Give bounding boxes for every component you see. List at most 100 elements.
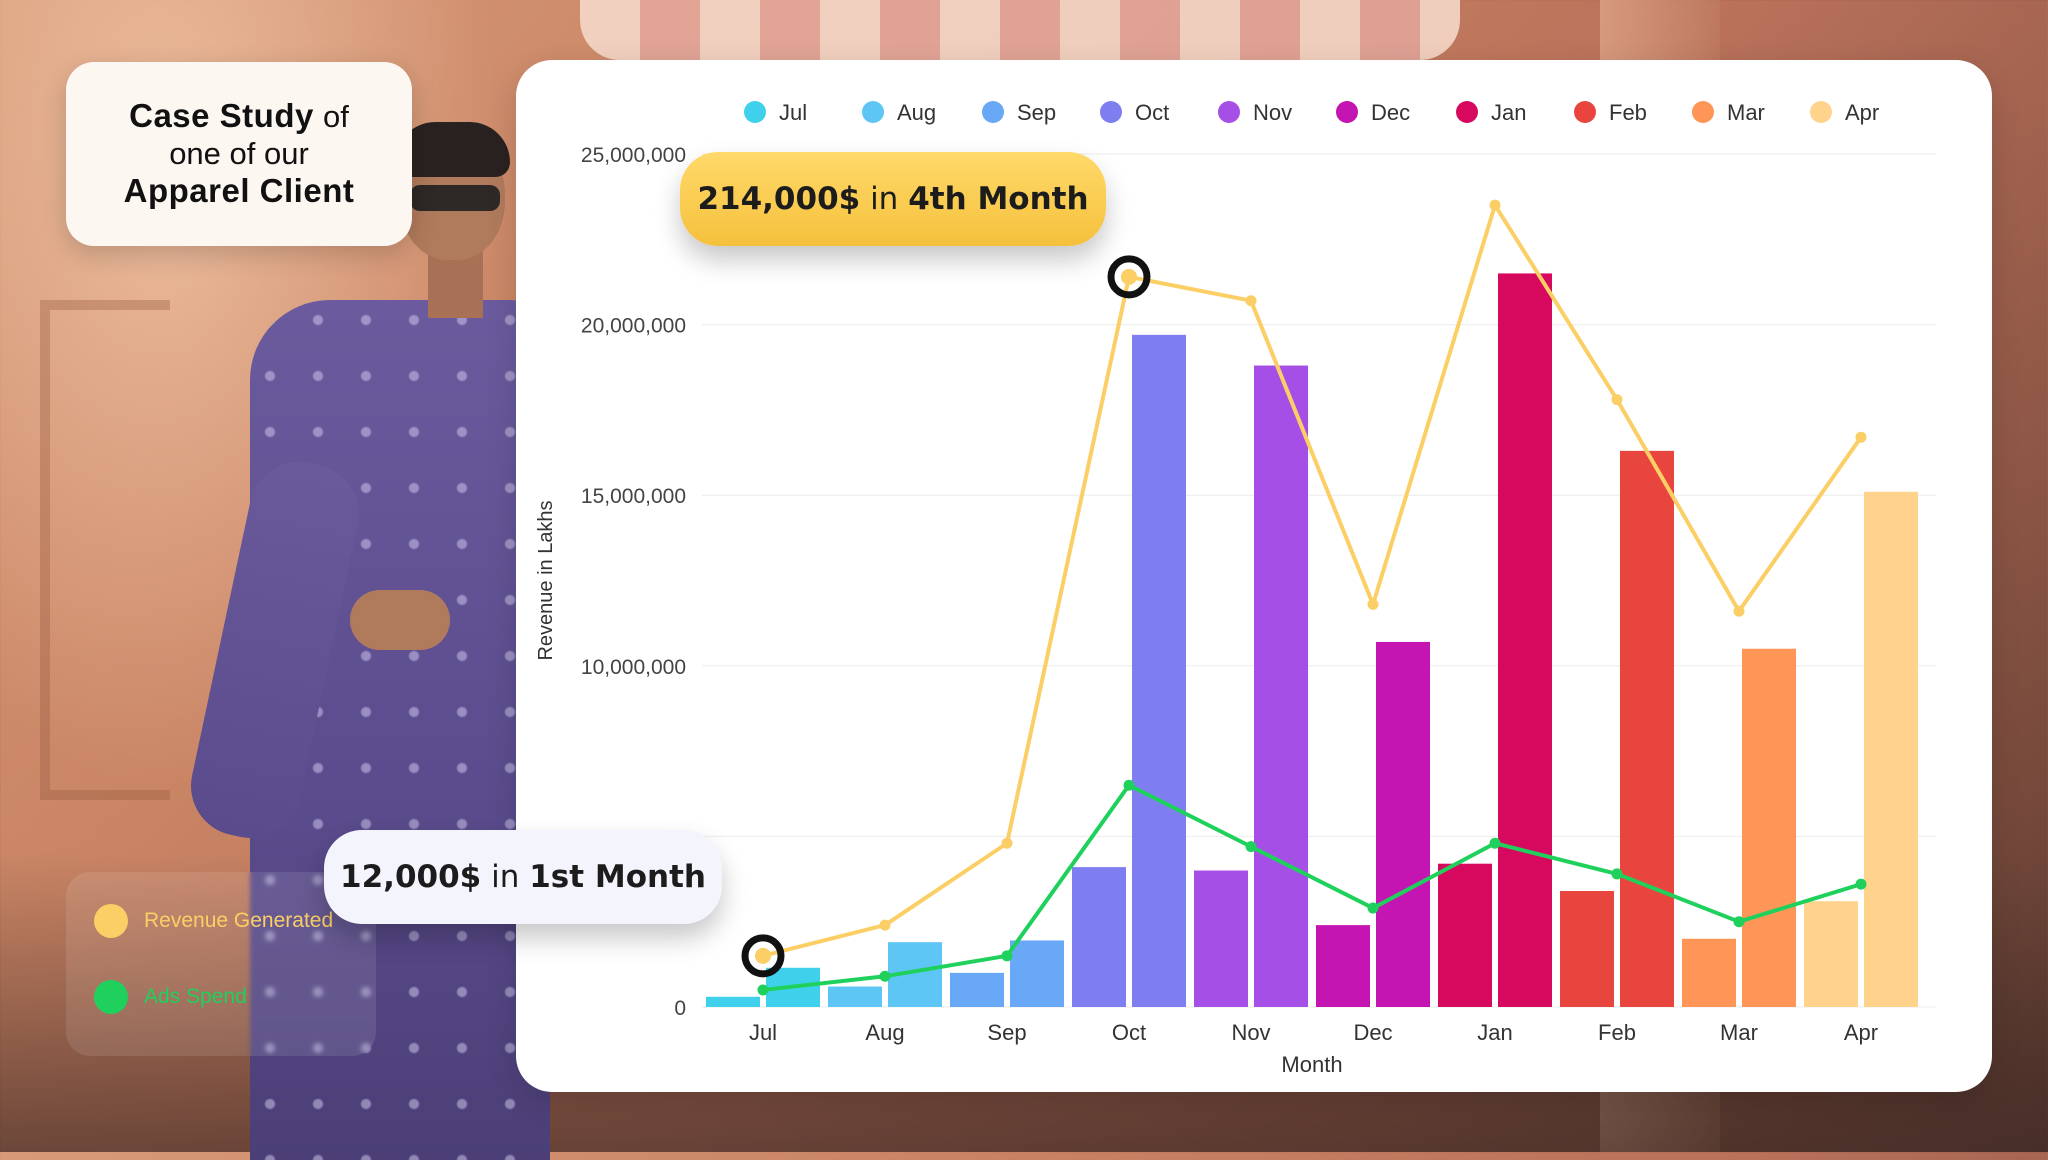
- revenue-line: [762, 203, 1863, 958]
- bar-revenue-oct: [1132, 334, 1186, 1007]
- ads-spend-point: [1001, 950, 1013, 962]
- callout-first-month: 12,000$ in 1st Month: [324, 830, 722, 924]
- legend-dot-icon: [1692, 101, 1714, 123]
- ads-spend-point: [1245, 841, 1257, 853]
- legend-dot-icon: [1336, 101, 1358, 123]
- ads-spend-point: [1855, 878, 1867, 890]
- y-tick-label: 0: [674, 997, 686, 1020]
- callout-bottom-middle: in: [491, 859, 520, 895]
- ads-dot-icon: [94, 980, 128, 1014]
- callout-top-amount: 214,000$: [697, 181, 861, 217]
- revenue-dot-icon: [94, 904, 128, 938]
- callout-top-period: 4th Month: [908, 181, 1089, 217]
- background-floral-decor: [580, 0, 1460, 60]
- bar-ads-oct: [1072, 867, 1126, 1007]
- legend-label-dec: Dec: [1371, 100, 1410, 125]
- x-axis-label: Month: [1281, 1052, 1342, 1077]
- ads-spend-point: [1489, 837, 1501, 849]
- bar-revenue-sep: [1010, 940, 1064, 1007]
- legend-dot-icon: [1456, 101, 1478, 123]
- badge-line-3: Apparel Client: [123, 172, 355, 210]
- x-tick-label: Mar: [1720, 1020, 1758, 1045]
- revenue-chart: 05,000,00010,000,00015,000,00020,000,000…: [535, 100, 1936, 1077]
- legend-dot-icon: [862, 101, 884, 123]
- ads-spend-point: [757, 984, 769, 996]
- series-legend-panel: Revenue Generated Ads Spend: [66, 872, 376, 1056]
- legend-dot-icon: [982, 101, 1004, 123]
- legend-label-jan: Jan: [1491, 100, 1526, 125]
- bar-revenue-dec: [1376, 641, 1430, 1007]
- revenue-point: [1489, 199, 1501, 211]
- bar-ads-feb: [1560, 890, 1614, 1007]
- bar-ads-mar: [1682, 938, 1736, 1007]
- revenue-point: [1245, 295, 1257, 307]
- y-axis-label: Revenue in Lakhs: [535, 500, 557, 660]
- y-tick-label: 15,000,000: [581, 485, 686, 508]
- legend-label-feb: Feb: [1609, 100, 1647, 125]
- highlight-point: [1121, 268, 1137, 285]
- bar-ads-aug: [828, 986, 882, 1007]
- revenue-point: [879, 919, 891, 931]
- y-tick-label: 10,000,000: [581, 656, 686, 679]
- legend-ads-label: Ads Spend: [144, 985, 247, 1008]
- model-sunglasses: [410, 185, 500, 211]
- legend-dot-icon: [1100, 101, 1122, 123]
- x-tick-label: Oct: [1112, 1020, 1146, 1045]
- x-tick-label: Feb: [1598, 1020, 1636, 1045]
- callout-top-middle: in: [870, 181, 899, 217]
- callout-fourth-month: 214,000$ in 4th Month: [680, 152, 1106, 246]
- legend-ads: Ads Spend: [94, 980, 247, 1014]
- ads-spend-line: [762, 783, 1862, 992]
- legend-revenue-label: Revenue Generated: [144, 909, 334, 932]
- highlight-ring: [741, 934, 785, 978]
- legend-label-aug: Aug: [897, 100, 936, 125]
- model-hair: [395, 122, 510, 177]
- badge-normal-text: of: [323, 98, 349, 134]
- legend-dot-icon: [1574, 101, 1596, 123]
- ads-spend-point: [879, 970, 891, 982]
- bar-ads-jan: [1438, 863, 1492, 1007]
- highlight-point: [755, 947, 771, 964]
- legend-revenue: Revenue Generated: [94, 904, 333, 938]
- legend-label-apr: Apr: [1845, 100, 1879, 125]
- callout-bottom-period: 1st Month: [529, 859, 706, 895]
- x-tick-label: Jul: [749, 1020, 777, 1045]
- highlight-ring: [1107, 255, 1151, 299]
- y-tick-label: 20,000,000: [581, 315, 686, 338]
- legend-label-mar: Mar: [1727, 100, 1765, 125]
- x-tick-label: Jan: [1477, 1020, 1512, 1045]
- bar-revenue-feb: [1620, 450, 1674, 1007]
- legend-label-jul: Jul: [779, 100, 807, 125]
- x-tick-label: Apr: [1844, 1020, 1878, 1045]
- ads-spend-point: [1733, 916, 1745, 928]
- revenue-point: [1001, 837, 1013, 849]
- badge-line-2: one of our: [169, 135, 309, 171]
- bar-revenue-mar: [1742, 648, 1796, 1007]
- ads-spend-point: [1123, 779, 1135, 791]
- badge-line-1: Case Study of: [129, 97, 349, 136]
- bar-ads-jul: [706, 996, 760, 1007]
- x-tick-label: Sep: [987, 1020, 1026, 1045]
- bar-ads-apr: [1804, 901, 1858, 1007]
- ads-spend-point: [1611, 868, 1623, 880]
- background-window: [40, 300, 170, 800]
- badge-bold-text: Case Study: [129, 96, 314, 134]
- revenue-point: [1611, 394, 1623, 406]
- bar-revenue-apr: [1864, 491, 1918, 1008]
- bar-ads-sep: [950, 972, 1004, 1007]
- x-tick-label: Nov: [1231, 1020, 1270, 1045]
- x-tick-label: Dec: [1353, 1020, 1392, 1045]
- legend-dot-icon: [744, 101, 766, 123]
- ads-spend-point: [1367, 902, 1379, 914]
- bar-ads-nov: [1194, 870, 1248, 1007]
- revenue-point: [1855, 431, 1867, 443]
- bar-ads-dec: [1316, 925, 1370, 1007]
- legend-label-oct: Oct: [1135, 100, 1169, 125]
- legend-dot-icon: [1810, 101, 1832, 123]
- revenue-point: [1733, 605, 1745, 617]
- x-tick-label: Aug: [865, 1020, 904, 1045]
- case-study-badge: Case Study of one of our Apparel Client: [66, 62, 412, 246]
- legend-label-sep: Sep: [1017, 100, 1056, 125]
- model-hand: [350, 590, 450, 650]
- y-tick-label: 25,000,000: [581, 144, 686, 167]
